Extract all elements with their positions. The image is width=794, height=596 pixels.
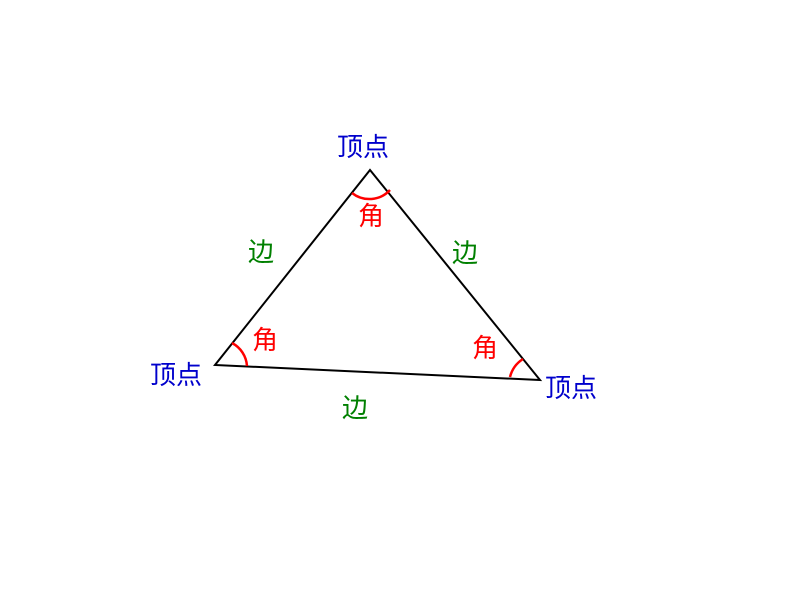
angle-label-top: 角 [358, 196, 384, 233]
angle-label-left: 角 [252, 320, 278, 357]
vertex-label-left: 顶点 [150, 355, 202, 392]
vertex-label-top: 顶点 [337, 127, 389, 164]
triangle-diagram [0, 0, 794, 596]
angle-arc-left [232, 343, 247, 366]
edge-label-bottom: 边 [342, 388, 368, 425]
angle-arc-right [510, 359, 523, 377]
edge-label-right: 边 [452, 233, 478, 270]
vertex-label-right: 顶点 [545, 368, 597, 405]
edge-label-left: 边 [248, 232, 274, 269]
angle-label-right: 角 [472, 328, 498, 365]
